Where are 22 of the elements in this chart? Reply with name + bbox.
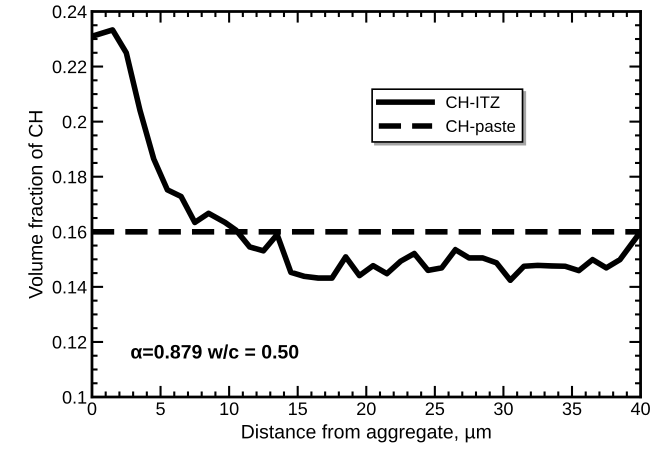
y-tick-label: 0.2	[62, 116, 86, 128]
legend-label: CH-paste	[446, 120, 516, 136]
x-axis-title: Distance from aggregate, µm	[242, 424, 491, 442]
x-tick-label: 10	[220, 402, 238, 416]
y-tick-label: 0.1	[62, 390, 86, 404]
y-tick-label: 0.22	[52, 60, 86, 74]
x-tick-label: 15	[289, 402, 307, 416]
x-tick-label: 40	[630, 402, 650, 416]
x-tick-label: 0	[88, 402, 96, 416]
x-tick-label: 25	[426, 402, 444, 416]
x-tick-label: 5	[156, 402, 165, 416]
annotation: α=0.879 w/c = 0.50	[131, 344, 298, 359]
x-tick-label: 20	[357, 402, 376, 416]
y-tick-label: 0.12	[52, 336, 86, 349]
x-tick-label: 30	[494, 402, 513, 416]
y-tick-label: 0.18	[52, 170, 86, 184]
y-tick-label: 0.24	[52, 5, 87, 18]
x-tick-label: 35	[562, 402, 582, 416]
legend-label: CH-ITZ	[446, 96, 500, 108]
y-axis-title: Volume fraction of CH	[28, 111, 43, 299]
y-tick-label: 0.16	[52, 226, 86, 239]
y-tick-label: 0.14	[52, 280, 87, 294]
